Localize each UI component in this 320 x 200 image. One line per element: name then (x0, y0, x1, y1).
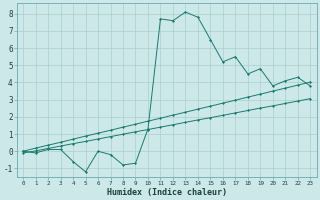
X-axis label: Humidex (Indice chaleur): Humidex (Indice chaleur) (107, 188, 227, 197)
